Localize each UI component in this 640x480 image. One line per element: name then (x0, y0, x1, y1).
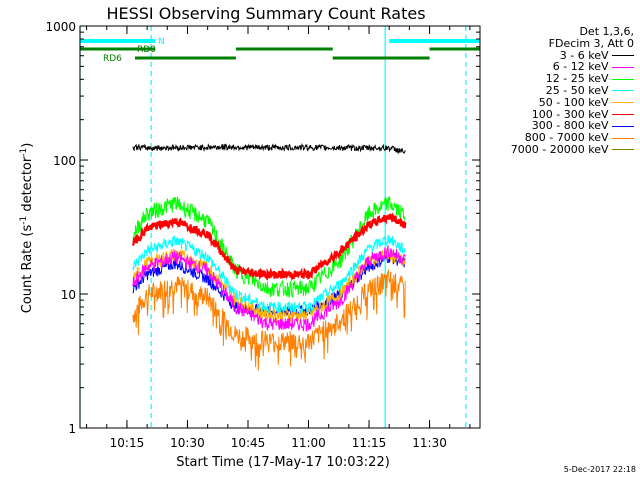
legend-items: 3 - 6 keV 6 - 12 keV 12 - 25 keV 25 - 50… (478, 48, 634, 156)
legend-label: 12 - 25 keV (545, 72, 612, 86)
series-line-25-50keV (132, 234, 406, 315)
series-layer (131, 142, 407, 371)
x-tick-label: 11:15 (352, 436, 387, 450)
legend-label: 50 - 100 keV (538, 95, 612, 109)
legend-entry: 25 - 50 keV (478, 85, 634, 97)
legend-swatch (612, 55, 634, 57)
legend-entry: 3 - 6 keV (478, 48, 634, 62)
legend-label: 7000 - 20000 keV (510, 142, 612, 156)
y-tick-label: 1000 (45, 20, 76, 34)
flag-label-RD0: RD0 (137, 45, 156, 55)
y-tick-label: 100 (53, 154, 76, 168)
x-tick-label: 10:45 (231, 436, 266, 450)
plot-frame (79, 25, 481, 429)
x-tick-label: 10:30 (170, 436, 205, 450)
chart-title: HESSI Observing Summary Count Rates (106, 4, 425, 23)
legend-swatch (612, 114, 634, 116)
legend-entry: 100 - 300 keV (478, 107, 634, 121)
legend-swatch (612, 125, 634, 127)
legend-label: 300 - 800 keV (531, 119, 612, 133)
legend-swatch (612, 66, 634, 68)
legend-entry: 7000 - 20000 keV (478, 144, 634, 156)
legend-header-line1: Det 1,3,6, (579, 25, 634, 38)
legend-entry: 300 - 800 keV (478, 120, 634, 132)
date-stamp: 5-Dec-2017 22:18 (563, 465, 636, 474)
legend-label: 800 - 7000 keV (524, 131, 612, 145)
y-tick-label: 10 (61, 288, 76, 302)
legend-label: 100 - 300 keV (531, 107, 612, 121)
legend-swatch (612, 78, 634, 80)
x-axis: 10:15 10:30 10:45 11:00 11:15 11:30 (86, 26, 471, 450)
flag-label-N: N (158, 37, 165, 47)
legend-swatch (612, 90, 634, 92)
legend-header-line2: FDecim 3, Att 0 (548, 36, 634, 50)
legend-label: 3 - 6 keV (559, 48, 612, 62)
series-line-6-12keV (132, 245, 406, 333)
legend-entry: 800 - 7000 keV (478, 132, 634, 144)
x-tick-label: 11:00 (291, 436, 326, 450)
y-axis-label: Count Rate (s-1 detector-1) (19, 143, 35, 314)
legend-entry: 12 - 25 keV (478, 73, 634, 85)
x-tick-label: 11:30 (412, 436, 447, 450)
x-axis-label: Start Time (17-May-17 10:03:22) (176, 455, 390, 470)
y-axis: 1 10 100 1000 (45, 20, 480, 436)
legend-swatch (612, 149, 634, 151)
legend-label: 25 - 50 keV (545, 83, 612, 97)
legend-entry: 6 - 12 keV (478, 61, 634, 73)
legend-entry: 50 - 100 keV (478, 95, 634, 109)
y-tick-label: 1 (68, 422, 76, 436)
series-line-100-300keV (131, 212, 407, 282)
legend-label: 6 - 12 keV (552, 60, 612, 74)
legend: Det 1,3,6, FDecim 3, Att 0 3 - 6 keV 6 -… (478, 26, 634, 156)
series-line-800-7000keV (132, 269, 406, 371)
flag-label-RD6: RD6 (103, 54, 122, 64)
series-line-12-25keV (132, 196, 406, 299)
series-line-50-100keV (132, 248, 406, 323)
legend-swatch (612, 102, 634, 104)
legend-swatch (612, 137, 634, 139)
series-line-3-6keV (132, 142, 406, 155)
x-tick-label: 10:15 (110, 436, 145, 450)
